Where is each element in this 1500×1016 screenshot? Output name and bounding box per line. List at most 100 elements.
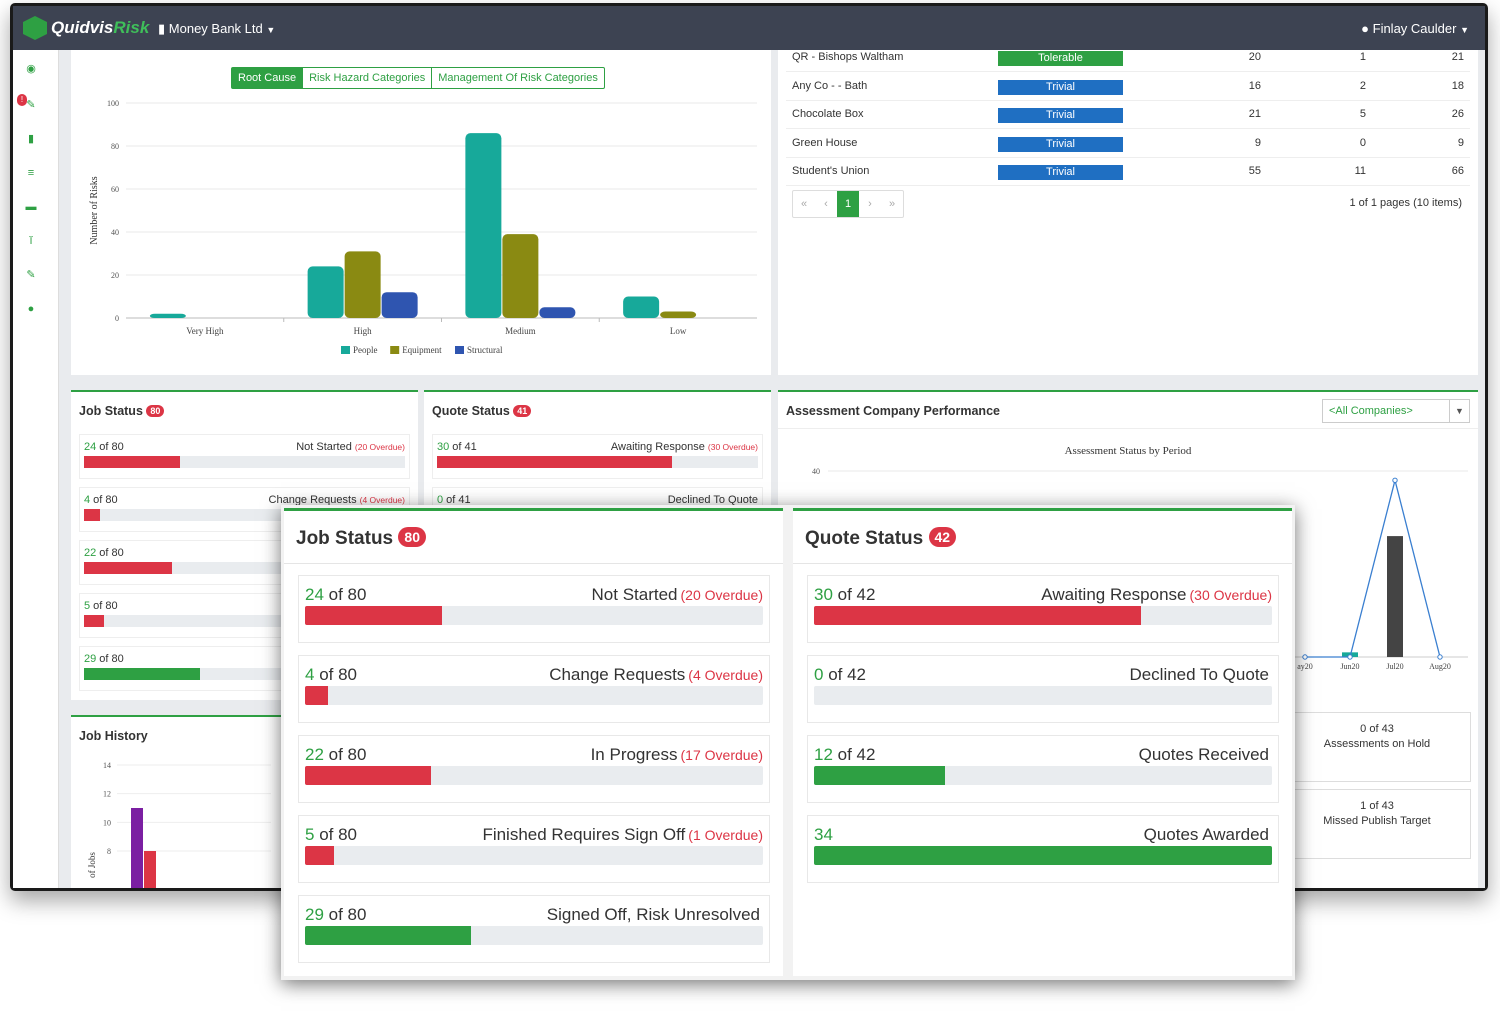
count-cell: 66 (1451, 165, 1464, 177)
first-page-button[interactable]: « (800, 198, 808, 210)
status-count: 24 of 80 (305, 585, 366, 605)
legend-swatch (455, 346, 464, 354)
status-label: Quotes Received (1139, 745, 1272, 765)
book-icon[interactable]: ▮ (27, 133, 35, 145)
tab-risk-hazard-categories[interactable]: Risk Hazard Categories (302, 68, 431, 88)
x-tick-label: Aug20 (1429, 662, 1451, 671)
history-bar[interactable] (144, 851, 156, 888)
legend-swatch (341, 346, 350, 354)
divider (778, 428, 1478, 429)
status-label: Declined To Quote (668, 494, 758, 506)
risk-level-badge: Trivial (998, 108, 1123, 123)
line-point[interactable] (1437, 654, 1443, 660)
period-bar[interactable] (1387, 536, 1403, 657)
panel-title: Job Status 80 (79, 404, 165, 418)
y-tick-label: 10 (103, 818, 111, 827)
risk-level-badge: Trivial (998, 165, 1123, 180)
overlay-status-row[interactable]: 29 of 80 Signed Off, Risk Unresolved (298, 895, 770, 963)
site-name: QR - Bishops Waltham (792, 51, 904, 63)
quote-status-badge: 41 (513, 405, 532, 417)
tools-icon[interactable]: ✎ (26, 269, 36, 281)
y-axis-label: Number of Risks (89, 176, 100, 244)
status-overlay-card: Job Status 80 24 of 80 Not Started (20 Ove… (281, 505, 1295, 980)
legend-label[interactable]: Equipment (402, 345, 442, 355)
y-axis-label: of Jobs (87, 852, 97, 878)
tab-management-of-risk-categories[interactable]: Management Of Risk Categories (431, 68, 604, 88)
wrench-icon[interactable]: ✎ (26, 99, 36, 111)
bar-equipment[interactable] (344, 251, 381, 318)
bar-equipment[interactable] (502, 234, 539, 318)
count-cell: 2 (1359, 79, 1366, 92)
status-count-total: of 80 (90, 600, 118, 612)
overlay-status-row[interactable]: 12 of 42 Quotes Received (807, 735, 1279, 803)
tab-root-cause[interactable]: Root Cause (232, 68, 303, 88)
table-row[interactable]: QR - Bishops Waltham Tolerable 20 1 21 (786, 44, 1470, 72)
bar-people[interactable] (623, 296, 660, 319)
count-cell: 55 (1248, 165, 1261, 177)
overlay-status-row[interactable]: 30 of 42 Awaiting Response (30 Overdue) (807, 575, 1279, 643)
status-count: 5 of 80 (305, 825, 357, 845)
risk-level-badge: Trivial (998, 79, 1123, 95)
legend-label[interactable]: People (353, 345, 378, 355)
status-count-value: 4 (84, 494, 91, 506)
app-logo[interactable]: QuidvisRisk (23, 16, 149, 40)
overlay-status-row[interactable]: 0 of 42 Declined To Quote (807, 655, 1279, 723)
bar-people[interactable] (307, 266, 344, 318)
bar-equipment[interactable] (660, 311, 697, 318)
overlay-status-row[interactable]: 4 of 80 Change Requests (4 Overdue) (298, 655, 770, 723)
site-name: Student's Union (792, 165, 870, 177)
alert-badge: ! (17, 94, 27, 106)
status-row[interactable]: 30 of 41 Awaiting Response (30 Overdue) (432, 434, 763, 479)
prev-page-button[interactable]: ‹ (824, 198, 828, 210)
count-cell: 21 (1248, 108, 1261, 120)
bar-structural[interactable] (381, 292, 418, 318)
status-label-text: Change Requests (268, 494, 357, 506)
status-count-total: of 80 (323, 745, 367, 764)
users-icon[interactable]: ● (27, 303, 35, 315)
company-select[interactable]: <All Companies> ▼ (1322, 399, 1470, 423)
divider (793, 563, 1292, 564)
status-count-value: 30 (437, 441, 450, 453)
next-page-button[interactable]: › (868, 198, 872, 210)
overlay-status-row[interactable]: 5 of 80 Finished Requires Sign Off (1 Over… (298, 815, 770, 883)
page-1-button[interactable]: 1 (837, 191, 859, 217)
status-label-text: Finished Requires Sign Off (482, 825, 686, 844)
logo-name-risk: Risk (113, 18, 150, 37)
briefcase-icon[interactable]: ▬ (25, 201, 37, 213)
table-row[interactable]: Any Co - - Bath Trivial 16 2 18 (786, 73, 1470, 101)
bar-people[interactable] (465, 133, 502, 318)
line-point[interactable] (1347, 654, 1353, 660)
fire-extinguisher-icon[interactable]: ĭ (29, 235, 33, 247)
table-row[interactable]: Green House Trivial 9 0 9 (786, 130, 1470, 158)
risk-chart-panel: Root Cause Risk Hazard Categories Manage… (71, 50, 771, 375)
bar-people[interactable] (149, 313, 186, 318)
status-count: 12 of 42 (814, 745, 875, 765)
table-row[interactable]: Student's Union Trivial 55 11 66 (786, 158, 1470, 186)
overdue-text: (20 Overdue) (354, 442, 405, 452)
status-label-text: Quotes Awarded (1143, 825, 1269, 844)
organisation-dropdown[interactable]: ▮ Money Bank Ltd ▼ (158, 21, 275, 37)
user-menu[interactable]: ● Finlay Caulder ▼ (1361, 21, 1469, 36)
status-row[interactable]: 24 of 80 Not Started (20 Overdue) (79, 434, 410, 479)
line-point[interactable] (1392, 477, 1398, 483)
overdue-text: (20 Overdue) (680, 587, 763, 603)
bar-structural[interactable] (539, 307, 576, 318)
status-label-text: In Progress (590, 745, 678, 764)
progress-track (305, 846, 763, 865)
chevron-down-icon: ▼ (1449, 400, 1469, 422)
table-row[interactable]: Chocolate Box Trivial 21 5 26 (786, 101, 1470, 129)
overlay-status-row[interactable]: 24 of 80 Not Started (20 Overdue) (298, 575, 770, 643)
count-cell: 21 (1451, 51, 1464, 63)
line-point[interactable] (1302, 654, 1308, 660)
overlay-status-row[interactable]: 34 Quotes Awarded (807, 815, 1279, 883)
status-count: 30 of 42 (814, 585, 875, 605)
overlay-status-row[interactable]: 22 of 80 In Progress (17 Overdue) (298, 735, 770, 803)
dashboard-icon[interactable]: ◉ (26, 63, 36, 75)
list-icon[interactable]: ≡ (27, 167, 35, 179)
user-icon: ● (1361, 21, 1369, 36)
status-label: Finished Requires Sign Off (1 Overdue) (482, 825, 763, 845)
history-bar[interactable] (131, 808, 143, 888)
progress-fill (84, 562, 173, 574)
legend-label[interactable]: Structural (467, 345, 503, 355)
last-page-button[interactable]: » (888, 198, 896, 210)
